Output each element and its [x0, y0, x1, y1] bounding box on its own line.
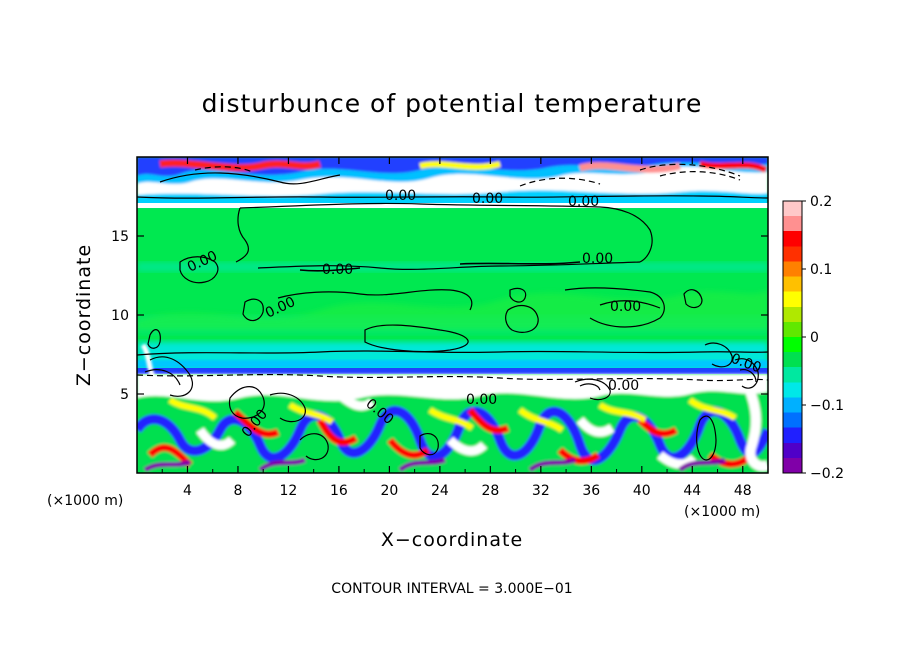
x-tick-label: 16 [330, 483, 348, 499]
chart-title: disturbunce of potential temperature [202, 89, 703, 118]
x-axis-label: X−coordinate [381, 529, 523, 551]
contour-label: 0.00 [610, 299, 641, 315]
contour-lines [137, 163, 768, 461]
x-tick-label: 48 [734, 483, 752, 499]
contour-label: 0.00 [322, 262, 353, 278]
y-axis: 5 10 15 [111, 229, 768, 403]
x-tick-label: 20 [380, 483, 398, 499]
x-tick-label: 24 [431, 483, 449, 499]
contour-label: 0.00 [472, 191, 503, 207]
colorbar-tick-label: 0 [810, 330, 819, 346]
colorbar-tick-label: 0.2 [810, 194, 832, 210]
x-unit-label: (×1000 m) [47, 493, 123, 509]
plot-area: 0.00 0.00 0.00 0.00 0.00 0.00 0.00 0.00 … [137, 157, 768, 473]
contour-label: 0.00 [385, 188, 416, 204]
x-tick-label: 36 [582, 483, 600, 499]
upper-white-band [137, 203, 768, 208]
x-tick-label: 12 [280, 483, 298, 499]
y-tick-label: 15 [111, 229, 129, 245]
y-tick-label: 5 [120, 387, 129, 403]
colorbar-tick-label: −0.2 [810, 466, 844, 482]
mid-field [137, 262, 768, 370]
contour-label: 0.00 [466, 392, 497, 408]
y-axis-label: Z−coordinate [73, 244, 95, 386]
contour-interval-note: CONTOUR INTERVAL = 3.000E−01 [331, 581, 572, 597]
colorbar: 0.2 0.1 0 −0.1 −0.2 [782, 194, 844, 482]
x-tick-label: 40 [633, 483, 651, 499]
y-tick-label: 10 [111, 308, 129, 324]
colorbar-gradient [782, 200, 803, 474]
y-unit-label: (×1000 m) [684, 504, 760, 520]
contour-label: 0.00 [568, 194, 599, 210]
x-tick-label: 44 [683, 483, 701, 499]
colorbar-tick-label: −0.1 [810, 398, 844, 414]
colorbar-tick-label: 0.1 [810, 262, 832, 278]
x-tick-label: 28 [481, 483, 499, 499]
x-tick-label: 4 [183, 483, 192, 499]
x-tick-label: 32 [532, 483, 550, 499]
lower-blue-line [137, 368, 768, 374]
lower-turbulent-layer [137, 343, 768, 473]
x-tick-label: 8 [233, 483, 242, 499]
colorbar-ticks: 0.2 0.1 0 −0.1 −0.2 [802, 194, 844, 482]
contour-label: 0.00 [608, 378, 639, 394]
contour-label: 0.00 [582, 251, 613, 267]
x-axis: 4 8 12 16 20 24 28 32 36 40 44 48 [161, 157, 752, 499]
